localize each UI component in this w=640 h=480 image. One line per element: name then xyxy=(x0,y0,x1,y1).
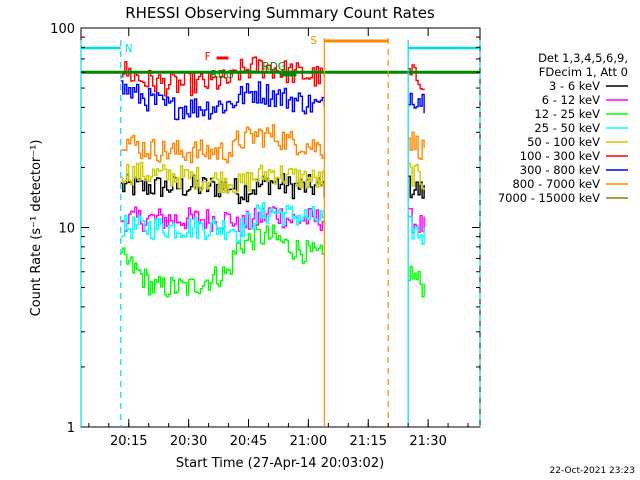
legend-label-6: 300 - 800 keV xyxy=(520,163,600,177)
legend: Det 1,3,4,5,6,9,FDecim 1, Att 03 - 6 keV… xyxy=(498,51,628,205)
legend-label-8: 7000 - 15000 keV xyxy=(498,191,600,205)
legend-label-3: 25 - 50 keV xyxy=(534,121,600,135)
legend-header-0: Det 1,3,4,5,6,9, xyxy=(538,51,628,65)
x-tick-label-5: 21:30 xyxy=(409,434,446,449)
annotation-label-4: S xyxy=(310,35,317,47)
series-line-2-1 xyxy=(408,265,425,298)
x-tick-label-1: 20:30 xyxy=(170,434,207,449)
series-line-3-0 xyxy=(120,202,325,243)
footer-timestamp: 22-Oct-2021 23:23 xyxy=(550,466,635,476)
legend-label-2: 12 - 25 keV xyxy=(534,107,600,121)
y-axis-label: Count Rate (s⁻¹ detector⁻¹) xyxy=(29,140,44,317)
series-line-6-1 xyxy=(408,92,425,114)
annotation-label-0: N xyxy=(125,43,133,55)
annotation-label-2: RDG xyxy=(211,69,235,81)
y-tick-label-1: 10 xyxy=(58,222,75,237)
legend-label-0: 3 - 6 keV xyxy=(549,79,600,93)
series-line-6-0 xyxy=(120,80,325,121)
x-axis-label: Start Time (27-Apr-14 20:03:02) xyxy=(176,456,384,471)
legend-label-4: 50 - 100 keV xyxy=(527,135,600,149)
x-tick-label-0: 20:15 xyxy=(110,434,147,449)
y-tick-label-0: 1 xyxy=(67,421,75,436)
series-line-7-0 xyxy=(120,124,325,164)
x-tick-label-2: 20:45 xyxy=(230,434,267,449)
series-line-3-1 xyxy=(408,215,425,245)
series-line-2-0 xyxy=(120,224,325,298)
legend-label-1: 6 - 12 keV xyxy=(542,93,600,107)
legend-label-5: 100 - 300 keV xyxy=(520,149,600,163)
series-line-7-1 xyxy=(408,131,425,160)
chart-title: RHESSI Observing Summary Count Rates xyxy=(125,4,435,22)
legend-header-1: FDecim 1, Att 0 xyxy=(539,65,628,79)
x-tick-label-3: 21:00 xyxy=(290,434,327,449)
series-line-4-0 xyxy=(120,161,325,194)
y-tick-label-2: 100 xyxy=(50,22,75,37)
series-line-5-1 xyxy=(408,64,425,91)
series-line-4-1 xyxy=(408,162,425,190)
x-tick-label-4: 21:15 xyxy=(350,434,387,449)
legend-label-7: 800 - 7000 keV xyxy=(512,177,600,191)
annotation-label-3: RDG xyxy=(262,61,286,73)
annotation-label-1: F xyxy=(205,51,211,63)
